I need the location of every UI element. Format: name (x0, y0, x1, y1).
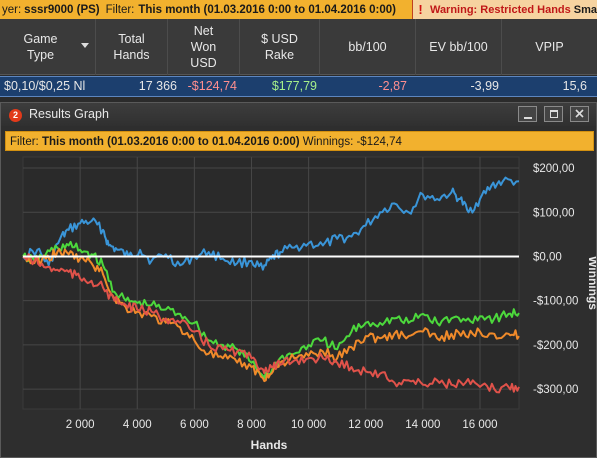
column-header-bb100[interactable]: bb/100 (320, 19, 416, 75)
maximize-button[interactable] (544, 106, 563, 122)
warning-overflow-text: Sma (573, 3, 597, 16)
table-row[interactable]: $0,10/$0,25 Nl 17 366 -$124,74 $177,79 -… (0, 76, 597, 97)
column-header-game-type[interactable]: Game Type (0, 19, 96, 75)
y-tick-label: -$300,00 (533, 384, 578, 396)
filter-label: Filter: (105, 3, 135, 16)
window-title: Results Graph (29, 107, 109, 121)
column-header-vpip[interactable]: VPIP (502, 19, 597, 75)
x-axis-ticks: 2 000 4 000 6 000 8 000 10 000 12 000 14 000 16… (66, 419, 498, 431)
y-axis-ticks: $200,00 $100,00 $0,00 -$100,00 -$200,00 -$300… (533, 163, 578, 396)
results-graph-window: 2 Results Graph Filter: This month (01.0… (0, 102, 597, 458)
x-tick-label: 14 000 (405, 419, 440, 431)
minimize-button[interactable] (518, 106, 537, 122)
column-label: Game Type (23, 32, 58, 62)
cell-net-won: -$124,74 (187, 79, 237, 93)
x-tick-label: 16 000 (462, 419, 497, 431)
column-label: EV bb/100 (429, 40, 488, 54)
graph-filter-value: This month (01.03.2016 0:00 to 01.04.201… (41, 136, 300, 148)
column-label: bb/100 (348, 40, 387, 54)
player-name[interactable]: sssr9000 (PS) (24, 3, 100, 16)
column-label: Net Won USD (190, 24, 217, 70)
series-line (22, 253, 520, 394)
close-icon (575, 109, 584, 118)
minimize-icon (524, 117, 532, 119)
cell-game-type: $0,10/$0,25 Nl (4, 79, 86, 93)
column-label: $ USD Rake (261, 32, 298, 62)
window-number-badge: 2 (9, 109, 22, 122)
cell-bb100: -2,87 (378, 79, 408, 93)
sort-arrow-icon[interactable] (81, 43, 89, 48)
series-line (22, 248, 520, 383)
column-header-net-won[interactable]: Net Won USD (168, 19, 240, 75)
cell-vpip: 15,6 (562, 79, 587, 93)
stats-table-header: Game Type Total Hands Net Won USD $ USD … (0, 19, 597, 75)
column-header-ev-bb100[interactable]: EV bb/100 (416, 19, 502, 75)
cell-ev-bb100: -3,99 (470, 79, 500, 93)
results-line-chart[interactable]: $200,00 $100,00 $0,00 -$100,00 -$200,00 -$300… (1, 153, 596, 457)
close-button[interactable] (570, 106, 589, 122)
window-titlebar[interactable]: 2 Results Graph (1, 103, 596, 126)
winnings-value: -$124,74 (356, 136, 402, 148)
x-axis-label: Hands (251, 438, 288, 452)
column-label: VPIP (535, 40, 564, 54)
cell-total-hands: 17 366 (138, 79, 177, 93)
warning-text: Warning: Restricted Hands (429, 3, 571, 16)
x-tick-label: 6 000 (180, 419, 209, 431)
column-label: Total Hands (113, 32, 150, 62)
x-tick-label: 2 000 (66, 419, 95, 431)
series-line (22, 240, 520, 380)
cell-rake: $177,79 (271, 79, 317, 93)
y-axis-label: Winnings (586, 256, 596, 310)
x-tick-label: 12 000 (348, 419, 383, 431)
y-tick-label: $100,00 (533, 207, 575, 219)
y-tick-label: -$100,00 (533, 296, 578, 308)
player-label: yer: (2, 3, 22, 16)
y-tick-label: $200,00 (533, 163, 575, 175)
x-tick-label: 10 000 (291, 419, 326, 431)
graph-filter-label: Filter: (10, 136, 39, 148)
graph-filter-bar: Filter: This month (01.03.2016 0:00 to 0… (5, 131, 594, 151)
winnings-label: Winnings: (302, 136, 354, 148)
maximize-icon (550, 110, 558, 118)
x-tick-label: 4 000 (123, 419, 152, 431)
restricted-hands-warning[interactable]: ! Warning: Restricted Hands Sma (412, 0, 597, 19)
filter-value[interactable]: This month (01.03.2016 0:00 to 01.04.201… (138, 3, 396, 16)
x-tick-label: 8 000 (237, 419, 266, 431)
y-tick-label: $0,00 (533, 251, 562, 263)
series-line (22, 176, 520, 271)
series-group (22, 176, 520, 394)
column-header-rake[interactable]: $ USD Rake (240, 19, 320, 75)
y-tick-label: -$200,00 (533, 340, 578, 352)
column-header-total-hands[interactable]: Total Hands (96, 19, 168, 75)
warning-icon: ! (418, 2, 423, 17)
